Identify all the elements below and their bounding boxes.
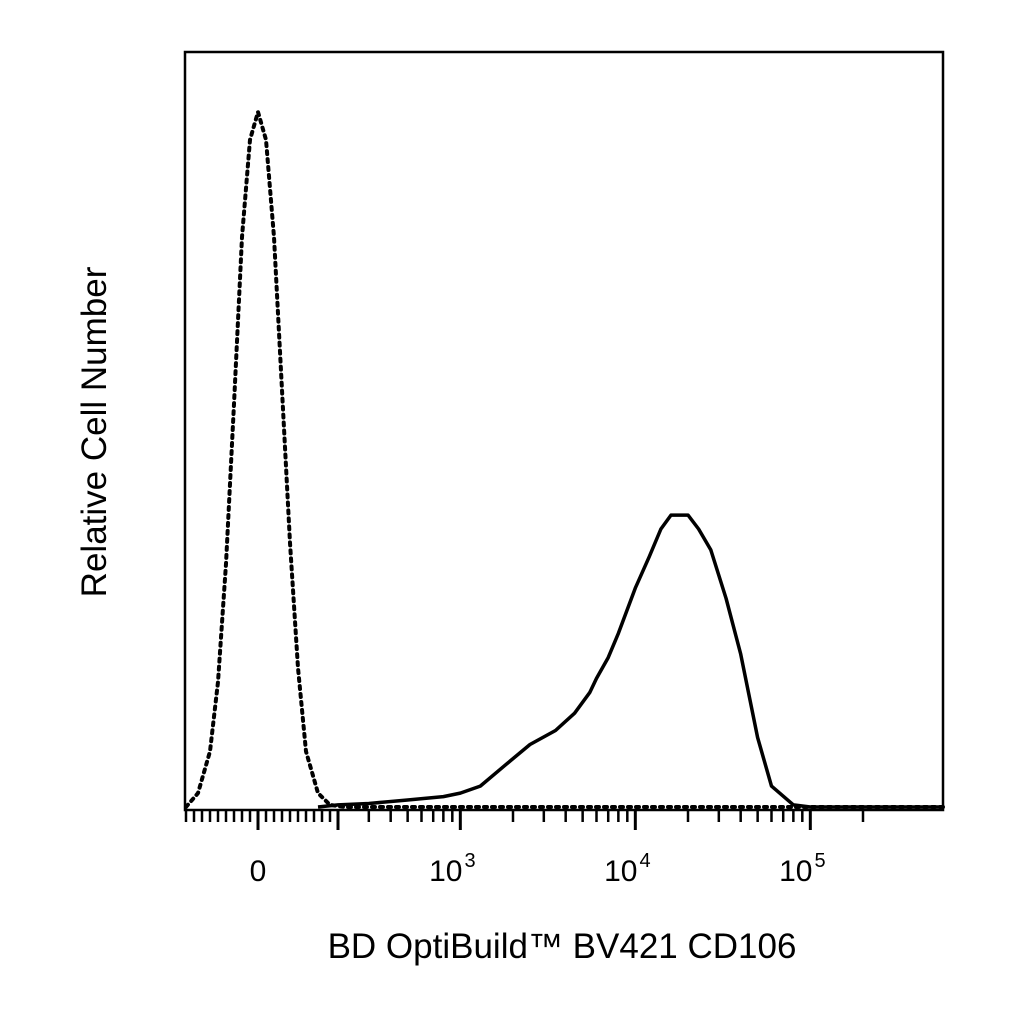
x-axis-major-ticks <box>256 810 812 830</box>
x-axis-tick-labels: 0 10 3 10 4 10 5 <box>250 850 826 888</box>
x-tick-label: 10 3 <box>429 850 476 888</box>
x-axis-minor-ticks <box>184 810 865 822</box>
stained-histogram <box>317 513 943 809</box>
plot-frame <box>183 50 945 812</box>
x-tick-label: 10 5 <box>779 850 826 888</box>
y-axis-title: Relative Cell Number <box>75 266 114 597</box>
x-axis-title: BD OptiBuild™ BV421 CD106 <box>328 927 797 966</box>
series-layer <box>184 110 945 809</box>
x-tick-label: 10 4 <box>604 850 651 888</box>
x-tick-label: 0 <box>250 855 267 888</box>
isotype-control-histogram <box>184 110 945 809</box>
